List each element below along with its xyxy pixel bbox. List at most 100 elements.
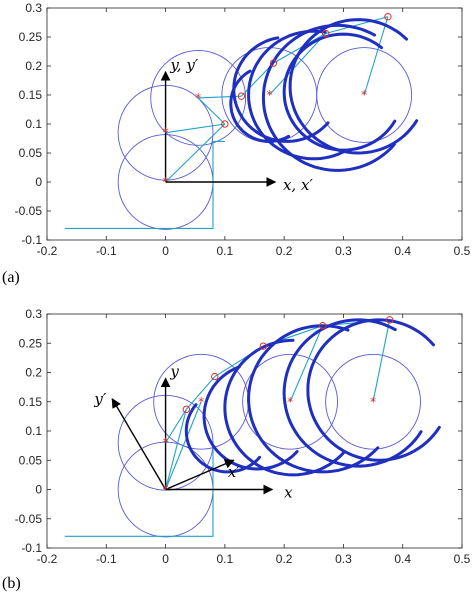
- center-marker-a-4: *: [361, 88, 367, 102]
- x-tick-label-a-3: 0.1: [217, 244, 234, 258]
- y-tick-label-a-8: 0.3: [25, 1, 42, 15]
- link-a-1: [165, 123, 225, 134]
- y-tick-label-b-6: 0.2: [25, 366, 42, 380]
- link-a-6: [268, 33, 327, 96]
- x-tick-label-b-0: -0.2: [37, 552, 58, 566]
- base-path-b: [64, 448, 214, 537]
- link-a-5: [273, 33, 326, 64]
- x-tick-label-a-4: 0.2: [276, 244, 293, 258]
- center-marker-b-2: *: [198, 395, 204, 409]
- y-tick-label-b-5: 0.15: [19, 395, 43, 409]
- plot-area-b: * * * * *: [64, 316, 441, 538]
- center-marker-a-0: *: [163, 175, 169, 189]
- tip-marker-b-4: [385, 316, 394, 324]
- x-tick-label-b-3: 0.1: [217, 552, 234, 566]
- x-tick-label-b-5: 0.3: [335, 552, 352, 566]
- link-b-2: [165, 401, 202, 490]
- link-b-6: [289, 325, 324, 402]
- y-tick-label-a-5: 0.15: [19, 88, 43, 102]
- tip-marker-b-2: [259, 342, 268, 350]
- center-marker-b-4: *: [370, 395, 376, 409]
- trajectory-arc-b-5: [306, 318, 441, 462]
- y-tick-label-a-7: 0.25: [19, 30, 43, 44]
- trajectory-arc-a-3: [261, 23, 396, 172]
- link-a-8: [363, 16, 389, 96]
- tip-marker-a-4: [384, 13, 392, 21]
- tip-marker-b-0: [182, 405, 191, 414]
- tip-marker-a-0: [221, 120, 229, 128]
- link-b-0: [165, 409, 187, 490]
- y-tick-label-b-7: 0.25: [19, 336, 43, 350]
- x-tick-label-a-0: -0.2: [37, 244, 58, 258]
- base-path-a: [64, 140, 225, 229]
- center-marker-b-0: *: [163, 483, 169, 497]
- center-marker-a-1: *: [163, 126, 169, 140]
- y-tick-label-a-4: 0.1: [25, 117, 42, 131]
- panel-b-plot: *** * *xyx′y′-0.2 -0.1 0 0.1 0.2 0.3 0.4 0.5-0.1-…: [15, 307, 471, 566]
- workspace-circle-a-4: [316, 47, 413, 143]
- x-tick-label-b-2: 0: [162, 552, 169, 566]
- trajectory-arc-a-5: [288, 18, 419, 155]
- trajectory-arc-b-1: [202, 365, 299, 471]
- y-tick-label-a-6: 0.2: [25, 59, 42, 73]
- frame-arrow-label-a-1: y, y′: [169, 56, 198, 74]
- plot-area-a: * * * * *: [64, 13, 419, 230]
- y-tick-label-a-3: 0.05: [19, 146, 43, 160]
- center-marker-b-3: *: [287, 395, 293, 409]
- y-tick-label-a-0: -0.1: [21, 233, 42, 247]
- y-tick-label-b-8: 0.3: [25, 307, 42, 321]
- trajectory-arc-b-3: [247, 324, 380, 474]
- axes-frame-b: [46, 313, 463, 549]
- x-tick-label-a-6: 0.4: [394, 244, 411, 258]
- y-tick-label-b-2: 0: [35, 483, 42, 497]
- trajectory-arc-a-1: [232, 36, 330, 143]
- tip-marker-a-2: [269, 59, 278, 67]
- y-tick-label-b-4: 0.1: [25, 424, 42, 438]
- frame-arrow-b-2: [165, 459, 235, 491]
- trajectory-arc-a-2: [247, 29, 348, 161]
- x-tick-label-a-2: 0: [162, 244, 169, 258]
- link-a-7: [325, 16, 389, 35]
- frame-arrow-label-b-0: x: [284, 483, 293, 501]
- panel-a-plot: *** * *x, x′y, y′-0.2 -0.1 0 0.1 0.2 0.3 0.4 0.5-…: [15, 1, 471, 258]
- y-tick-label-a-1: -0.05: [15, 204, 43, 218]
- x-tick-label-b-4: 0.2: [276, 552, 293, 566]
- center-marker-a-3: *: [266, 88, 272, 102]
- panel-a-label: (a): [2, 269, 20, 286]
- y-tick-label-b-1: -0.05: [15, 512, 43, 526]
- x-tick-label-a-7: 0.5: [454, 244, 471, 258]
- y-tick-label-b-3: 0.05: [19, 453, 43, 467]
- frame-arrow-label-b-2: x′: [228, 463, 240, 481]
- x-tick-label-b-1: -0.1: [96, 552, 117, 566]
- center-marker-a-2: *: [195, 91, 201, 105]
- trajectory-arc-b-0: [184, 403, 262, 474]
- tip-marker-a-1: [237, 92, 246, 100]
- frame-arrow-label-b-3: y′: [93, 390, 106, 408]
- frame-arrow-b-3: [111, 397, 167, 490]
- tip-marker-b-1: [211, 372, 219, 381]
- trajectory-arc-b-2: [223, 338, 346, 477]
- trajectory-arc-a-4: [282, 32, 397, 152]
- y-tick-label-a-2: 0: [35, 175, 42, 189]
- link-b-3: [185, 376, 216, 410]
- x-tick-label-b-6: 0.4: [394, 552, 411, 566]
- link-b-1: [165, 409, 187, 443]
- workspace-circle-b-4: [325, 353, 421, 450]
- link-b-8: [372, 319, 391, 402]
- link-a-2: [197, 97, 226, 125]
- y-tick-label-b-0: -0.1: [21, 541, 42, 555]
- frame-arrow-label-a-0: x, x′: [283, 176, 313, 194]
- x-tick-label-a-1: -0.1: [96, 244, 117, 258]
- frame-arrow-label-b-1: y: [169, 362, 179, 380]
- x-tick-label-a-5: 0.3: [335, 244, 352, 258]
- x-tick-label-b-7: 0.5: [454, 552, 471, 566]
- tip-marker-a-3: [321, 29, 330, 38]
- trajectory-arc-b-4: [282, 318, 423, 468]
- link-a-0: [165, 123, 226, 183]
- center-marker-b-1: *: [163, 436, 169, 450]
- panel-b-label: (b): [2, 575, 21, 592]
- workspace-circle-b-3: [242, 353, 338, 450]
- workspace-circle-a-2: [150, 50, 247, 146]
- tip-marker-b-3: [318, 322, 327, 330]
